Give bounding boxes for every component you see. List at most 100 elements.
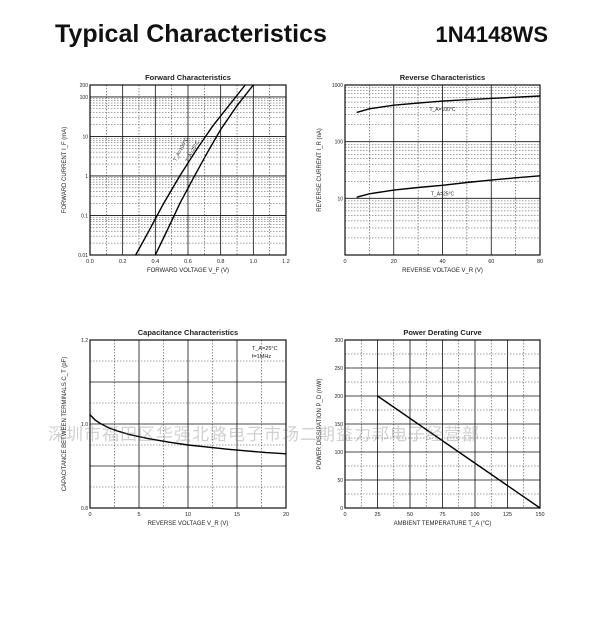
series-line <box>135 84 246 256</box>
data-point <box>167 441 169 443</box>
x-tick-label: 10 <box>185 512 191 518</box>
x-tick-label: 15 <box>234 512 240 518</box>
x-tick-label: 0.0 <box>86 259 94 265</box>
data-point <box>94 419 96 421</box>
data-point <box>228 105 230 107</box>
data-point <box>252 84 254 86</box>
y-axis-label: POWER DISSIPATION P_D (mW) <box>317 378 323 469</box>
data-point <box>179 202 181 205</box>
data-point <box>118 430 120 433</box>
x-tick-label: 150 <box>535 512 544 518</box>
x-tick-label: 0 <box>343 512 346 518</box>
data-point <box>89 414 91 416</box>
x-axis-label: REVERSE VOLTAGE V_R (V) <box>148 521 229 527</box>
series-line <box>377 395 541 509</box>
y-tick-label: 200 <box>335 394 344 400</box>
watermark-text: 深圳市福田区华强北路电子市场二期益力邦电子经营部 <box>48 425 480 445</box>
x-tick-label: 0.2 <box>119 259 127 265</box>
y-tick-label: 250 <box>335 366 344 372</box>
y-tick-label: 10 <box>337 196 343 202</box>
data-point <box>166 230 168 232</box>
data-point <box>135 254 137 256</box>
x-tick-label: 0.4 <box>152 259 160 265</box>
data-point <box>466 99 468 101</box>
data-point <box>393 189 395 191</box>
x-tick-label: 1.0 <box>250 259 258 265</box>
data-point <box>356 111 358 113</box>
data-point <box>195 149 197 151</box>
x-tick-label: 0 <box>88 512 91 518</box>
data-point <box>441 184 444 186</box>
part-number: 1N4148WS <box>435 22 548 47</box>
x-tick-label: 20 <box>391 259 397 265</box>
y-axis-label: CAPACITANCE BETWEEN TERMINALS C_T (pF) <box>62 357 68 492</box>
x-tick-label: 75 <box>439 512 445 518</box>
series-line <box>154 84 254 256</box>
data-point <box>193 175 196 177</box>
data-point <box>417 102 419 104</box>
data-point <box>515 96 517 98</box>
x-tick-label: 50 <box>407 512 413 518</box>
y-tick-label: 1.2 <box>81 338 88 344</box>
data-point <box>393 104 395 106</box>
chart-title: Power Derating Curve <box>403 328 481 337</box>
x-tick-label: 0.8 <box>217 259 225 265</box>
data-point <box>246 450 248 452</box>
y-tick-label: 150 <box>335 422 344 428</box>
y-tick-label: 200 <box>80 83 89 89</box>
plot-frame <box>89 339 287 509</box>
data-point <box>226 448 228 450</box>
data-point <box>207 446 209 448</box>
data-point <box>220 128 222 131</box>
data-point <box>211 125 214 127</box>
x-tick-label: 25 <box>374 512 380 518</box>
data-point <box>515 177 517 179</box>
data-point <box>187 444 189 446</box>
data-point <box>148 438 150 440</box>
y-tick-label: 100 <box>80 95 89 101</box>
plot-frame <box>89 84 287 256</box>
data-point <box>285 453 287 455</box>
data-point <box>441 100 444 102</box>
y-tick-label: 100 <box>335 140 344 146</box>
y-tick-label: 1000 <box>332 83 343 89</box>
data-point <box>154 254 156 256</box>
data-point <box>179 175 181 177</box>
data-point <box>539 95 541 97</box>
data-point <box>356 196 358 198</box>
x-tick-label: 60 <box>488 259 494 265</box>
x-tick-label: 1.2 <box>282 259 290 265</box>
y-tick-label: 1.0 <box>81 422 88 428</box>
x-tick-label: 0 <box>343 259 346 265</box>
data-point <box>236 105 238 107</box>
plot-frame <box>344 84 541 256</box>
data-point <box>128 433 130 436</box>
data-point <box>99 422 101 424</box>
x-tick-label: 80 <box>537 259 543 265</box>
data-point <box>148 230 150 232</box>
x-tick-label: 125 <box>503 512 512 518</box>
y-tick-label: 100 <box>335 450 344 456</box>
y-tick-label: 50 <box>337 478 343 484</box>
data-point <box>539 507 541 509</box>
y-tick-label: 0.1 <box>81 213 88 219</box>
y-axis-label: FORWARD CURRENT I_F (mA) <box>62 127 68 214</box>
chart-annotation: T_A=25°C <box>252 346 278 352</box>
page-title: Typical Characteristics <box>55 20 327 48</box>
series-line <box>89 414 287 455</box>
series-label: T_A=100°C <box>429 107 455 113</box>
data-point <box>539 175 541 177</box>
y-tick-label: 1 <box>85 174 88 180</box>
chart-annotation: f=1MHz <box>252 354 271 360</box>
data-point <box>368 193 370 195</box>
data-point <box>466 181 468 184</box>
x-tick-label: 5 <box>137 512 140 518</box>
chart-title: Reverse Characteristics <box>400 73 485 82</box>
x-axis-label: FORWARD VOLTAGE V_F (V) <box>147 268 229 274</box>
chart-title: Forward Characteristics <box>145 73 231 82</box>
data-point <box>244 84 246 86</box>
y-tick-label: 10 <box>82 134 88 140</box>
